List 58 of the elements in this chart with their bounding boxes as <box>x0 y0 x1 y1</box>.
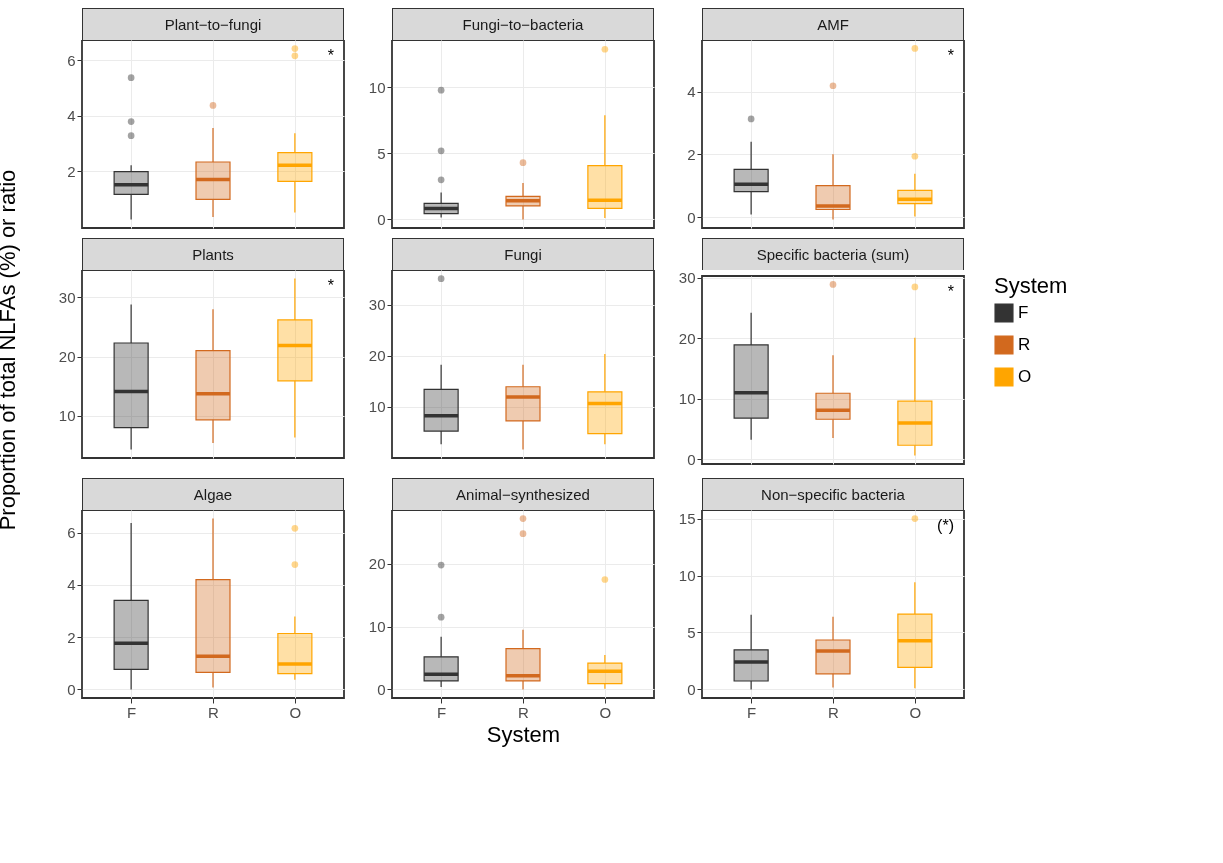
chart-title: Fungi−to−bacteria <box>392 8 654 40</box>
x-tick-label: O <box>289 703 302 721</box>
legend-label: R <box>1018 335 1031 354</box>
legend-label: F <box>1018 303 1029 322</box>
y-tick-label: 0 <box>377 210 386 228</box>
y-tick-label: 20 <box>368 555 386 573</box>
annotation: * <box>327 277 334 294</box>
y-tick-label: 4 <box>67 107 76 125</box>
y-tick-label: 10 <box>368 78 386 96</box>
y-tick-label: 10 <box>368 398 386 416</box>
x-tick-label: O <box>909 703 922 721</box>
y-tick-label: 2 <box>67 162 76 180</box>
x-tick-label: R <box>828 703 840 721</box>
y-tick-label: 10 <box>368 618 386 636</box>
legend-label: O <box>1018 367 1032 386</box>
chart-title: Plant−to−fungi <box>82 8 344 40</box>
y-tick-label: 0 <box>687 208 696 226</box>
chart-title: AMF <box>702 8 964 40</box>
x-tick-label: F <box>747 703 757 721</box>
y-tick-label: 30 <box>678 269 696 287</box>
y-tick-label: 4 <box>67 576 76 594</box>
y-tick-label: 20 <box>368 347 386 365</box>
y-tick-label: 10 <box>678 567 696 585</box>
y-tick-label: 0 <box>687 450 696 468</box>
annotation: * <box>947 47 954 64</box>
annotation: (*) <box>937 517 954 534</box>
y-tick-label: 6 <box>67 524 76 542</box>
y-tick-label: 20 <box>58 348 76 366</box>
y-tick-label: 15 <box>678 510 696 528</box>
chart-title: Plants <box>82 238 344 270</box>
y-tick-label: 0 <box>377 680 386 698</box>
annotation: * <box>947 283 954 300</box>
annotation: * <box>327 47 334 64</box>
chart-title: Non−specific bacteria <box>702 478 964 510</box>
chart-title: Algae <box>82 478 344 510</box>
x-tick-label: F <box>127 703 137 721</box>
x-axis-title: System <box>486 721 561 747</box>
y-tick-label: 2 <box>67 628 76 646</box>
y-tick-label: 5 <box>377 144 386 162</box>
y-tick-label: 0 <box>687 680 696 698</box>
y-tick-label: 30 <box>58 288 76 306</box>
y-tick-label: 10 <box>678 390 696 408</box>
chart-title: Specific bacteria (sum) <box>702 238 964 270</box>
x-tick-label: O <box>599 703 612 721</box>
x-tick-label: R <box>518 703 530 721</box>
legend-title: System <box>994 273 1068 298</box>
x-tick-label: F <box>437 703 447 721</box>
y-tick-label: 20 <box>678 329 696 347</box>
y-tick-label: 0 <box>67 680 76 698</box>
y-tick-label: 6 <box>67 51 76 69</box>
chart-title: Animal−synthesized <box>392 478 654 510</box>
x-tick-label: R <box>208 703 220 721</box>
y-tick-label: 4 <box>687 83 696 101</box>
chart-title: Fungi <box>392 238 654 270</box>
y-tick-label: 10 <box>58 407 76 425</box>
y-tick-label: 2 <box>687 145 696 163</box>
y-tick-label: 5 <box>687 623 696 641</box>
y-tick-label: 30 <box>368 296 386 314</box>
